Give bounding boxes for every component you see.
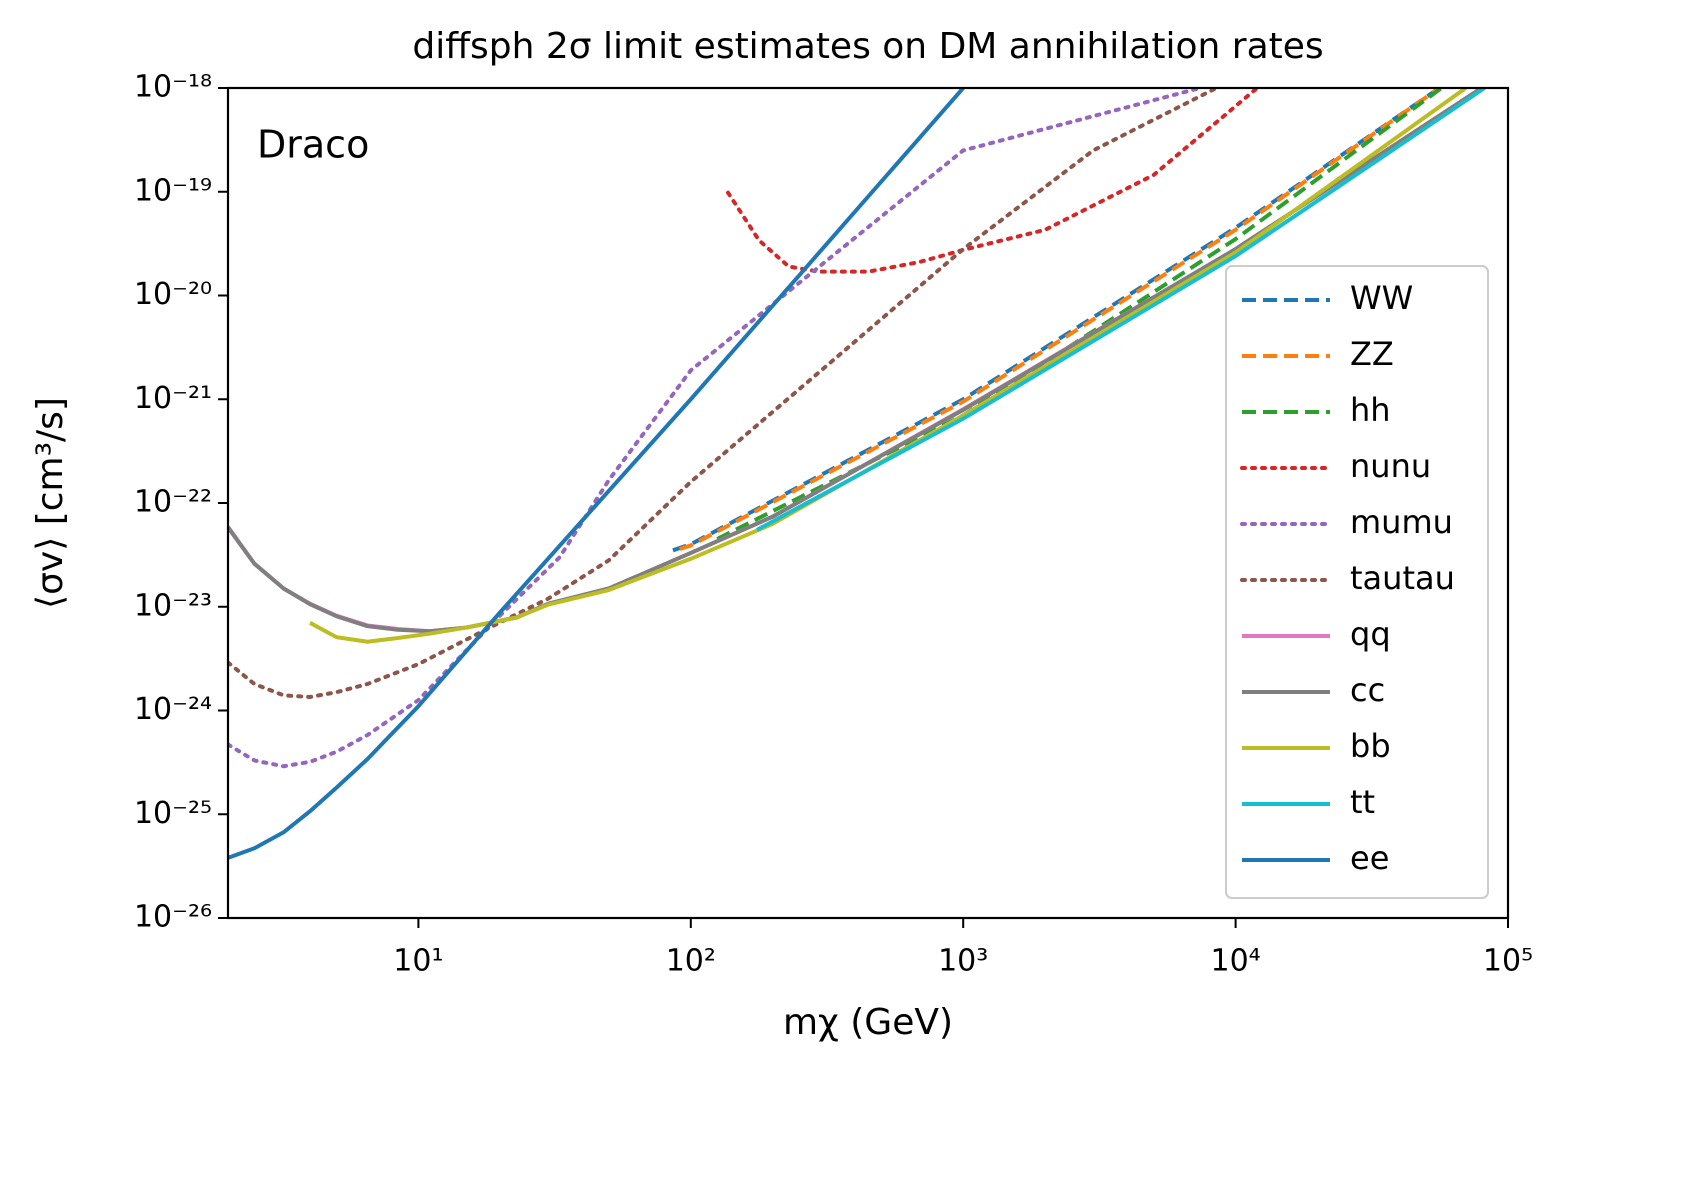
x-tick-label: 10¹ [393,944,443,979]
y-tick-label: 10⁻²⁵ [134,796,212,831]
y-tick-label: 10⁻²² [134,485,212,520]
legend-label: cc [1350,671,1385,709]
legend-label: ZZ [1350,335,1394,373]
series-line [756,88,1486,532]
legend-box [1225,265,1489,899]
y-tick-label: 10⁻¹⁸ [134,70,212,105]
legend-label: mumu [1350,503,1453,541]
series-line [679,88,1441,551]
series-line [228,88,1202,769]
y-tick-label: 10⁻²⁴ [134,692,212,727]
legend-label: ee [1350,839,1389,877]
y-tick-label: 10⁻¹⁹ [134,173,212,208]
y-tick-label: 10⁻²¹ [134,381,212,416]
x-tick-label: 10⁵ [1483,944,1533,979]
legend-label: qq [1350,615,1391,653]
legend-label: nunu [1350,447,1431,485]
legend-label: bb [1350,727,1391,765]
series-line [228,88,1219,699]
y-tick-label: 10⁻²⁰ [134,277,212,312]
annotation: Draco [257,123,369,167]
legend-label: tautau [1350,559,1455,597]
series-line [726,88,1260,274]
series-line [309,88,1467,644]
legend: WW ZZ hh nunu mumu tautau qq cc bb tt ee [1225,265,1489,899]
plot-lines [228,88,1486,860]
y-tick-label: 10⁻²⁶ [134,900,212,935]
legend-label: hh [1350,391,1391,429]
x-tick-label: 10² [666,944,716,979]
y-axis-label: ⟨σv⟩ [cm³/s] [30,397,71,609]
legend-label: WW [1350,279,1413,317]
legend-label: tt [1350,783,1375,821]
x-axis-label: mχ (GeV) [783,1002,953,1043]
series-line [228,88,965,860]
x-tick-label: 10⁴ [1210,944,1260,979]
chart-title: diffsph 2σ limit estimates on DM annihil… [412,26,1323,67]
y-tick-label: 10⁻²³ [134,588,212,623]
x-tick-label: 10³ [938,944,988,979]
